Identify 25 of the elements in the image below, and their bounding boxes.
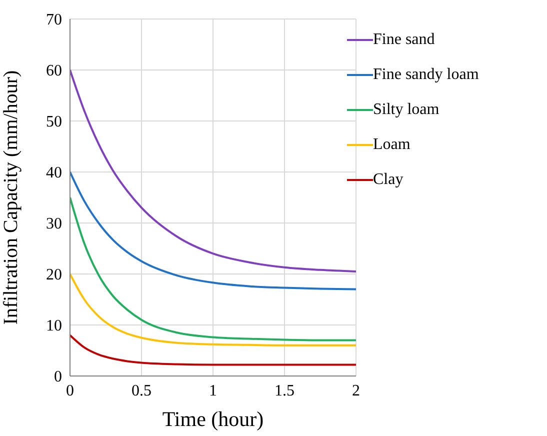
- y-tick-label: 20: [46, 266, 62, 284]
- y-tick-label: 10: [46, 318, 62, 335]
- y-tick-label: 0: [54, 368, 62, 386]
- y-axis-title: Infiltration Capacity (mm/hour): [0, 70, 22, 325]
- y-tick-label: 50: [46, 114, 62, 131]
- x-axis-title: Time (hour): [162, 407, 264, 431]
- legend-label: Fine sandy loam: [373, 66, 479, 84]
- y-tick-label: 70: [46, 12, 62, 29]
- y-tick-label: 30: [46, 216, 62, 233]
- x-tick-label: 0: [66, 382, 74, 400]
- line-series: [70, 334, 356, 366]
- legend-label: Fine sand: [373, 30, 435, 48]
- x-tick-label: 2: [352, 382, 360, 400]
- legend-label: Clay: [373, 170, 404, 188]
- legend-label: Silty loam: [373, 100, 440, 118]
- line-series: [70, 69, 356, 272]
- line-series: [70, 171, 356, 290]
- x-tick-label: 1: [209, 382, 217, 400]
- line-series: [70, 196, 356, 342]
- x-tick-label: 1.5: [274, 382, 294, 400]
- y-tick-label: 60: [46, 62, 62, 80]
- y-tick-label: 40: [46, 164, 62, 182]
- line-series: [70, 273, 356, 346]
- x-tick-label: 0.5: [132, 382, 152, 400]
- legend-label: Loam: [373, 136, 410, 154]
